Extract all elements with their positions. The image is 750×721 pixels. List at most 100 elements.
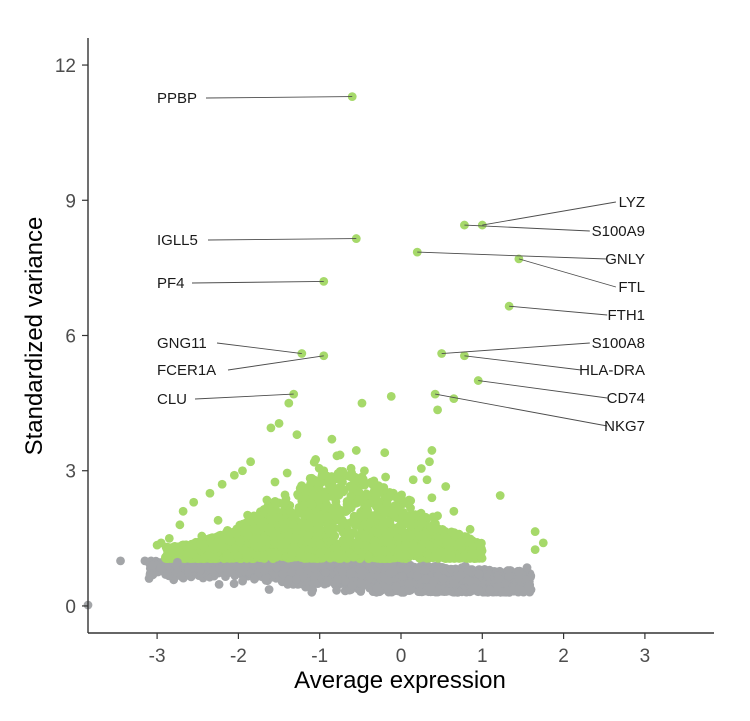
data-point-variable bbox=[334, 488, 344, 498]
data-point-variable bbox=[270, 477, 280, 487]
data-point-variable bbox=[259, 517, 269, 527]
data-point-nonvariable bbox=[332, 585, 341, 595]
data-point-variable bbox=[415, 531, 425, 541]
data-point-variable bbox=[240, 546, 250, 556]
annotation-label: PF4 bbox=[157, 275, 185, 292]
data-point-variable bbox=[465, 524, 475, 534]
data-point-variable bbox=[238, 519, 248, 529]
data-point-variable bbox=[257, 537, 267, 547]
data-point-variable bbox=[284, 398, 294, 408]
annotation-label: S100A8 bbox=[592, 335, 645, 352]
data-point-nonvariable bbox=[384, 575, 394, 585]
data-point-variable bbox=[175, 520, 185, 530]
data-point-variable bbox=[327, 492, 337, 501]
data-point-nonvariable bbox=[229, 579, 239, 589]
annotation-leader-line bbox=[509, 305, 608, 316]
data-point-variable bbox=[205, 534, 215, 543]
data-point-variable bbox=[393, 492, 403, 502]
data-point-variable bbox=[449, 394, 459, 404]
data-point-variable bbox=[199, 543, 209, 552]
data-point-variable bbox=[222, 550, 232, 560]
annotation-label: GNLY bbox=[605, 251, 645, 268]
data-point-variable bbox=[416, 464, 426, 473]
data-point-variable bbox=[279, 500, 288, 509]
data-point-nonvariable bbox=[446, 564, 456, 574]
data-point-variable bbox=[376, 554, 385, 563]
data-point-variable bbox=[433, 405, 442, 415]
data-point-nonvariable bbox=[195, 564, 205, 574]
data-point-nonvariable bbox=[412, 571, 422, 581]
data-point-variable bbox=[453, 540, 463, 550]
data-point-nonvariable bbox=[116, 556, 125, 566]
data-point-variable bbox=[449, 506, 459, 516]
data-point-variable bbox=[235, 537, 245, 547]
data-point-variable bbox=[406, 530, 415, 540]
data-point-nonvariable bbox=[148, 560, 157, 570]
data-point-variable bbox=[365, 519, 375, 528]
data-point-variable bbox=[388, 509, 398, 518]
data-point-variable bbox=[205, 488, 215, 498]
data-point-variable bbox=[303, 484, 312, 494]
data-point-nonvariable bbox=[420, 565, 430, 575]
data-point-variable bbox=[335, 523, 345, 533]
data-point-nonvariable bbox=[292, 561, 302, 570]
data-point-variable bbox=[293, 491, 303, 500]
data-point-variable bbox=[417, 543, 427, 553]
data-point-variable bbox=[164, 533, 174, 543]
data-point-variable bbox=[538, 538, 548, 548]
data-point-variable bbox=[306, 498, 316, 508]
data-point-variable bbox=[373, 528, 382, 538]
data-point-nonvariable bbox=[321, 568, 330, 577]
data-point-variable bbox=[320, 492, 330, 502]
data-point-variable bbox=[384, 532, 394, 541]
data-point-nonvariable bbox=[347, 581, 357, 591]
data-point-variable bbox=[348, 483, 357, 493]
data-point-variable bbox=[189, 497, 199, 507]
data-point-nonvariable bbox=[387, 560, 397, 570]
data-point-nonvariable bbox=[248, 561, 258, 570]
data-point-variable bbox=[384, 538, 394, 548]
data-point-variable bbox=[385, 554, 394, 563]
data-point-variable bbox=[351, 446, 361, 455]
data-point-variable bbox=[199, 553, 208, 563]
data-point-nonvariable bbox=[449, 579, 459, 588]
data-point-variable bbox=[530, 545, 540, 555]
data-point-variable bbox=[425, 540, 434, 550]
data-point-variable bbox=[360, 466, 369, 476]
data-point-variable bbox=[221, 534, 231, 544]
data-point-variable bbox=[454, 529, 464, 539]
data-point-nonvariable bbox=[368, 564, 378, 574]
y-axis-title: Standardized variance bbox=[21, 217, 48, 456]
data-point-nonvariable bbox=[163, 570, 172, 579]
data-point-nonvariable bbox=[225, 562, 235, 572]
y-tick-label: 6 bbox=[65, 327, 76, 348]
data-point-nonvariable bbox=[514, 567, 524, 577]
data-point-nonvariable bbox=[438, 574, 448, 583]
data-point-variable bbox=[303, 531, 313, 540]
data-point-variable bbox=[373, 502, 383, 511]
data-point-nonvariable bbox=[284, 575, 293, 585]
x-tick-label: -1 bbox=[311, 646, 328, 667]
data-point-variable bbox=[152, 540, 162, 550]
data-point-variable bbox=[229, 470, 239, 480]
data-point-variable bbox=[265, 522, 275, 532]
data-point-variable bbox=[320, 502, 329, 512]
data-point-variable bbox=[299, 501, 308, 511]
data-point-variable bbox=[197, 531, 207, 541]
data-point-nonvariable bbox=[272, 563, 281, 573]
data-point-variable bbox=[288, 512, 298, 522]
x-tick-label: -3 bbox=[149, 646, 166, 667]
data-point-variable bbox=[397, 526, 407, 535]
annotation-label: FTH1 bbox=[608, 307, 646, 324]
annotation-leader-line bbox=[518, 258, 617, 288]
data-point-variable bbox=[408, 540, 418, 550]
data-point-variable bbox=[406, 513, 415, 523]
data-point-variable bbox=[167, 552, 176, 561]
data-point-variable bbox=[357, 398, 367, 408]
data-point-nonvariable bbox=[425, 583, 434, 593]
data-point-variable bbox=[382, 498, 392, 507]
data-point-variable bbox=[360, 533, 370, 542]
data-point-variable bbox=[246, 457, 255, 467]
data-point-variable bbox=[346, 463, 356, 473]
annotation-leader-line bbox=[194, 393, 294, 400]
